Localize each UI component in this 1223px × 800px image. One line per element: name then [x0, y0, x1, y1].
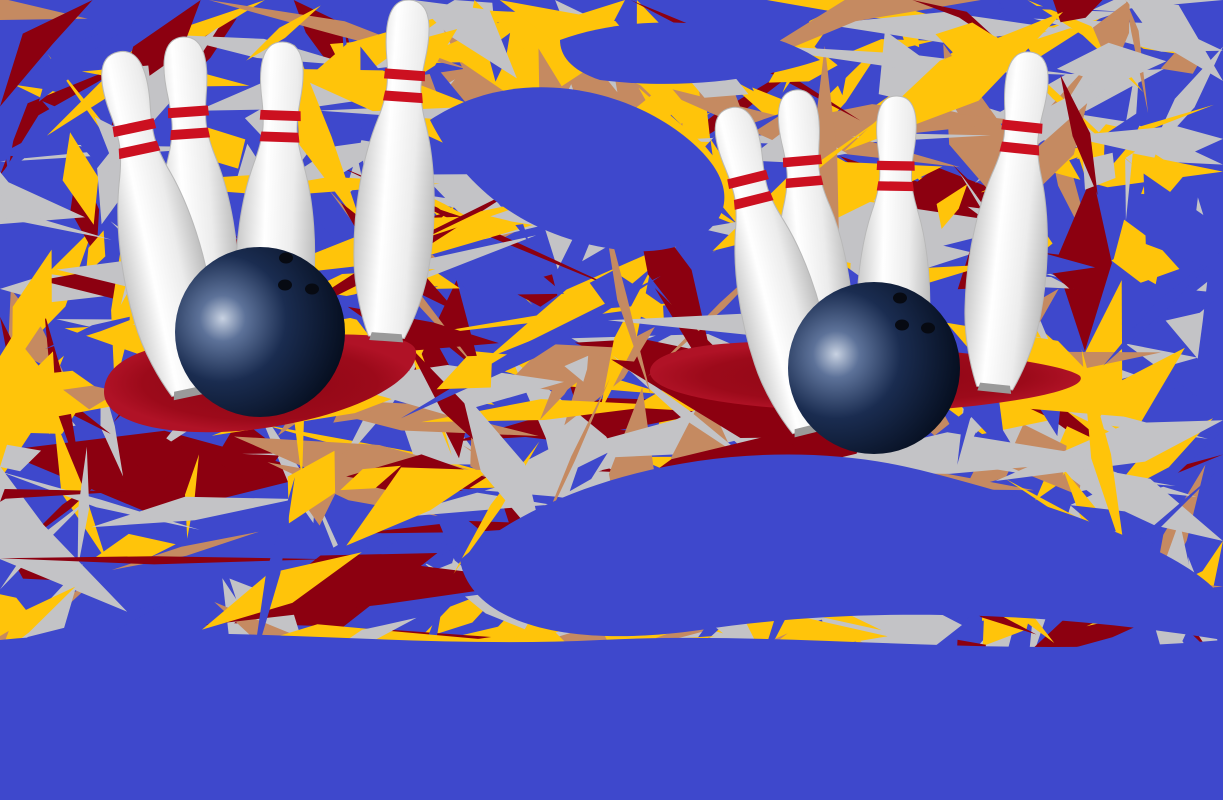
pattern-shard — [0, 178, 112, 240]
pattern-shard — [125, 434, 192, 486]
pattern-shard — [0, 171, 85, 225]
pattern-shard — [612, 355, 762, 471]
pattern-shard — [0, 334, 45, 415]
pattern-shard — [599, 269, 651, 414]
pattern-shard — [0, 0, 93, 107]
pattern-shard — [936, 184, 968, 229]
pattern-shard — [1056, 42, 1167, 86]
finger-holes-left — [278, 252, 319, 295]
pattern-shard — [91, 496, 295, 528]
pattern-shard — [811, 45, 840, 261]
pattern-shard — [1113, 219, 1163, 285]
pattern-shard — [722, 0, 981, 77]
pattern-shard — [11, 351, 56, 435]
pattern-shard — [1143, 173, 1223, 273]
pattern-shard — [279, 68, 476, 112]
pattern-swath — [460, 454, 1223, 640]
pattern-shard — [537, 378, 610, 540]
pattern-shard — [1081, 349, 1126, 562]
pattern-shard — [0, 556, 326, 565]
pattern-shard — [294, 44, 364, 230]
pattern-shard — [21, 20, 141, 81]
pattern-shard — [205, 559, 544, 625]
pattern-shard — [0, 586, 76, 655]
pattern-shard — [0, 471, 200, 530]
pattern-shard — [346, 467, 490, 546]
pattern-shard — [77, 446, 90, 569]
pattern-shard — [340, 465, 401, 491]
pattern-shard — [287, 450, 336, 524]
pattern-shard — [0, 76, 17, 171]
pattern-shard — [436, 355, 493, 390]
pattern-swath — [560, 22, 820, 84]
pattern-shard — [202, 552, 362, 630]
pattern-shard — [1092, 0, 1130, 74]
pattern-shard — [589, 270, 641, 305]
pattern-shard — [12, 249, 52, 369]
pattern-shard — [1065, 125, 1223, 161]
pattern-shard — [0, 466, 128, 612]
pattern-shard — [569, 452, 608, 492]
pattern-shard — [22, 468, 114, 545]
pattern-shard — [1103, 248, 1223, 366]
pattern-shard — [246, 5, 321, 61]
pattern-shard — [1047, 460, 1223, 541]
pattern-shard — [53, 415, 107, 561]
pattern-shard — [252, 477, 295, 670]
bowling-ball-icon — [175, 247, 345, 417]
pattern-shard — [1126, 0, 1223, 81]
pattern-shard — [414, 235, 565, 296]
pattern-shard — [1053, 0, 1103, 23]
pattern-shard — [1055, 174, 1112, 351]
bowling-ball-icon — [788, 282, 960, 454]
pattern-shard — [413, 0, 517, 79]
finger-holes-right — [893, 292, 935, 334]
pattern-shard — [935, 22, 1005, 68]
pattern-shard — [0, 57, 142, 176]
pattern-shard — [85, 230, 106, 275]
pattern-shard — [214, 418, 283, 489]
pattern-shard — [564, 355, 589, 382]
pattern-shard — [93, 533, 176, 564]
pattern-shard — [1060, 74, 1098, 196]
pattern-swath — [430, 87, 725, 252]
pattern-shard — [45, 311, 152, 349]
pattern-shard — [635, 292, 665, 326]
pattern-shard — [62, 132, 99, 225]
pattern-shard — [487, 235, 689, 358]
pattern-shard — [822, 12, 1064, 43]
pattern-shard — [0, 444, 42, 472]
pattern-shard — [461, 389, 545, 547]
pattern-shard — [0, 489, 128, 502]
pattern-swath — [0, 632, 1223, 672]
